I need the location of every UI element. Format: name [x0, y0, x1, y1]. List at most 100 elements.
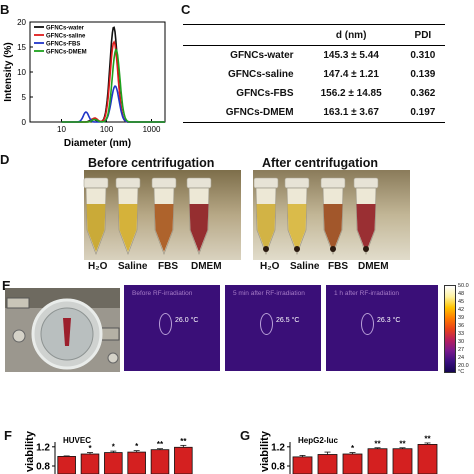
colorbar-tick: 33 — [458, 331, 465, 337]
table-header-d: d (nm) — [301, 24, 401, 46]
after-centrifugation-title: After centrifugation — [262, 156, 378, 170]
before-centrifugation-title: Before centrifugation — [88, 156, 215, 170]
y-tick-label: 1.2 — [36, 442, 50, 453]
chart-title: HepG2-luc — [298, 436, 339, 445]
panel-label-d: D — [0, 152, 10, 167]
table-header-name — [183, 24, 302, 46]
colorbar-tick: 48 — [458, 291, 465, 297]
bar — [342, 453, 363, 474]
significance-marker: ** — [180, 437, 187, 446]
table-cell: GFNCs-DMEM — [183, 103, 302, 123]
tube-liquid — [356, 204, 376, 252]
table-cell: 163.1 ± 3.67 — [301, 103, 401, 123]
significance-marker: * — [351, 444, 355, 453]
ir-image-1h: 1 h after RF-irradiation 26.3 °C — [326, 285, 438, 371]
ir-title: 5 min after RF-irradiation — [233, 290, 305, 297]
y-tick-label: 15 — [17, 43, 26, 52]
colorbar-tick: 30 — [458, 339, 465, 345]
chart-title: HUVEC — [63, 436, 91, 445]
significance-marker: * — [88, 444, 92, 453]
tube-label-saline: Saline — [118, 261, 148, 272]
x-axis-label: Diameter (nm) — [64, 138, 131, 149]
size-table: d (nm) PDI GFNCs-water 145.3 ± 5.44 0.31… — [183, 24, 445, 123]
bar — [417, 443, 438, 474]
colorbar-tick: 36 — [458, 323, 465, 329]
dls-chart: 0 5 10 15 20 10 100 1000 Diameter (nm) Intensity … — [3, 18, 166, 149]
panel-label-c: C — [181, 2, 191, 17]
table-cell: GFNCs-saline — [227, 69, 294, 80]
table-cell: 0.197 — [400, 103, 445, 123]
table-cell: GFNCs-FBS — [236, 88, 294, 99]
table-cell: 147.4 ± 1.21 — [323, 69, 379, 80]
colorbar-tick: 39 — [458, 315, 465, 321]
y-tick-label: 0.8 — [36, 462, 50, 473]
y-tick-label: 0.8 — [271, 462, 285, 473]
x-tick-label: 1000 — [143, 125, 161, 134]
sediment — [263, 246, 269, 252]
bar — [104, 452, 123, 474]
y-tick-label: 5 — [22, 93, 27, 102]
bar — [80, 453, 100, 474]
colorbar-tick: 24 — [458, 355, 465, 361]
legend-entry: GFNCs-DMEM — [46, 50, 87, 56]
significance-marker: * — [135, 442, 139, 451]
legend-entry: GFNCs-saline — [46, 34, 86, 40]
ir-title: Before RF-irradiation — [132, 290, 193, 297]
table-row: GFNCs-water 145.3 ± 5.44 0.310 — [183, 46, 445, 66]
colorbar-tick: 42 — [458, 307, 465, 313]
tube-cap — [353, 177, 379, 189]
bar — [174, 446, 193, 474]
table-row: GFNCs-saline 147.4 ± 1.21 0.139 — [183, 65, 445, 84]
tube-liquid — [189, 204, 209, 252]
tube-liquid — [86, 204, 106, 252]
legend-entry: GFNCs-water — [46, 26, 85, 32]
tube-outline — [361, 313, 374, 335]
tube-liquid — [323, 204, 343, 252]
tube-cap — [284, 177, 310, 189]
temperature-colorbar — [444, 285, 456, 373]
tube-outline — [159, 313, 172, 335]
tube-outline — [260, 313, 273, 335]
tube-cap — [253, 177, 279, 189]
tube-cap — [151, 177, 177, 189]
table-row: GFNCs-DMEM 163.1 ± 3.67 0.197 — [183, 103, 445, 123]
panel-label-g: G — [240, 428, 251, 443]
y-tick-label: 0 — [22, 118, 27, 127]
ir-temperature: 26.5 °C — [276, 317, 300, 324]
tube-cap — [186, 177, 212, 189]
x-tick-label: 100 — [100, 125, 114, 134]
tube-label-fbs: FBS — [158, 261, 178, 272]
y-axis-label: Intensity (%) — [3, 42, 14, 101]
sediment — [363, 246, 369, 252]
table-cell: 0.362 — [410, 88, 436, 99]
colorbar-tick: 50.0 — [458, 283, 469, 289]
bar — [127, 451, 146, 474]
series-line — [61, 48, 165, 123]
tube-cap — [115, 177, 141, 189]
panel-label-b: B — [0, 2, 10, 17]
panel-label-f: F — [4, 428, 12, 443]
tube-liquid — [118, 204, 138, 252]
tube-liquid — [154, 204, 174, 252]
significance-marker: ** — [399, 439, 406, 448]
tube-liquid — [256, 204, 276, 252]
y-tick-label: 10 — [17, 68, 26, 77]
colorbar-unit: °C — [458, 369, 465, 375]
table-cell: 145.3 ± 5.44 — [323, 50, 379, 61]
significance-marker: ** — [424, 434, 431, 443]
colorbar-tick: 45 — [458, 299, 465, 305]
table-cell: 0.310 — [410, 50, 436, 61]
colorbar-tick: 27 — [458, 347, 465, 353]
panel-label-e: E — [2, 278, 11, 293]
tube-label-fbs-after: FBS — [328, 261, 348, 272]
series-line — [61, 85, 165, 123]
sediment — [294, 246, 300, 252]
colorbar-tick: 20.0 — [458, 363, 469, 369]
tube-label-h2o-after: H₂O — [260, 261, 280, 272]
table-cell: 0.139 — [410, 69, 436, 80]
ir-title: 1 h after RF-irradiation — [334, 290, 400, 297]
tube-cap — [83, 177, 109, 189]
bar — [317, 454, 338, 474]
tube-cap — [320, 177, 346, 189]
